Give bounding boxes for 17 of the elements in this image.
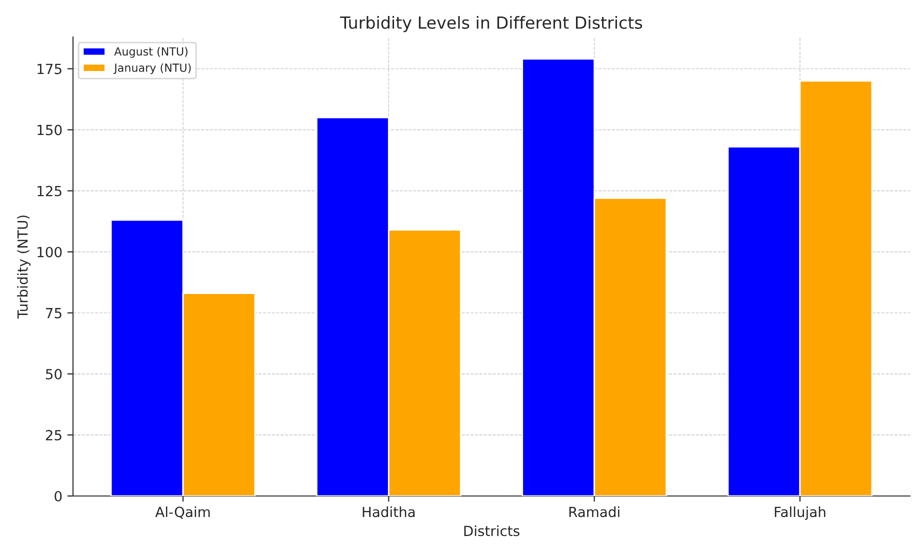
x-tick-label: Fallujah [774,506,826,520]
y-tick-label: 25 [46,430,62,440]
y-axis-title: Turbidity (NTU) [17,216,31,319]
y-tick-label: 75 [46,308,62,318]
chart-title: Turbidity Levels in Different Districts [340,16,642,32]
legend-label: August (NTU) [114,47,188,58]
x-tick-label: Haditha [362,506,415,518]
x-tick-label: Al-Qaim [155,506,210,519]
y-tick-label: 125 [38,186,62,196]
y-tick-label: 50 [46,368,62,380]
x-tick-label: Ramadi [569,506,620,518]
x-axis-title: Districts [464,525,520,536]
y-tick-label: 0 [54,490,62,502]
y-tick-label: 150 [38,124,62,136]
legend-label: January (NTU) [114,63,191,74]
y-tick-label: 100 [38,246,62,258]
y-tick-label: 175 [38,64,62,74]
